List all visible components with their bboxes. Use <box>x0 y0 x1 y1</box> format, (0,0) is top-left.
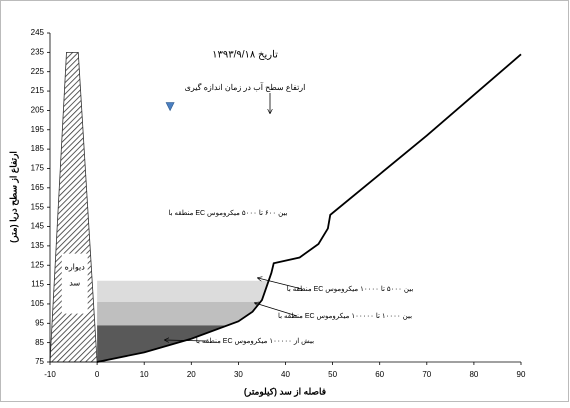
x-tick-label: 50 <box>328 370 337 379</box>
y-tick-label: 175 <box>31 164 45 173</box>
x-tick-label: 90 <box>517 370 526 379</box>
y-tick-label: 185 <box>31 144 45 153</box>
y-tick-label: 75 <box>35 357 44 366</box>
y-tick-label: 105 <box>31 299 45 308</box>
y-tick-label: 195 <box>31 125 45 134</box>
chart-title: تاریخ ۱۳۹۳/۹/۱۸ <box>212 50 278 61</box>
dam-label: دیواره <box>65 262 86 271</box>
y-axis-label: ارتفاع از سطح دریا (متر) <box>8 151 19 243</box>
x-tick-label: 10 <box>140 370 149 379</box>
y-tick-label: 165 <box>31 183 45 192</box>
water-label: ارتفاع سطح آب در زمان اندازه گیری <box>185 82 306 92</box>
y-tick-label: 245 <box>31 28 45 37</box>
y-tick-label: 225 <box>31 67 45 76</box>
zone-label: منطقه با EC بین ۵۰۰۰ تا ۱۰۰۰۰ میکروموس <box>287 285 414 293</box>
x-tick-label: -10 <box>44 370 56 379</box>
x-tick-label: 60 <box>375 370 384 379</box>
y-tick-label: 115 <box>31 280 44 289</box>
y-tick-label: 235 <box>31 47 45 56</box>
zone-label: منطقه با EC بین ۶۰۰ تا ۵۰۰۰ میکروموس <box>168 209 287 217</box>
y-tick-label: 145 <box>31 222 45 231</box>
x-axis-label: فاصله از سد (کیلومتر) <box>244 386 326 397</box>
x-tick-label: 20 <box>187 370 196 379</box>
zone-label: منطقه با EC بیش از ۱۰۰۰۰۰ میکروموس <box>196 337 314 345</box>
zone-label: منطقه با EC بین ۱۰۰۰۰ تا ۱۰۰۰۰۰ میکروموس <box>278 312 412 320</box>
y-tick-label: 155 <box>31 202 45 211</box>
ec-zone <box>97 281 269 302</box>
y-tick-label: 135 <box>31 241 45 250</box>
y-tick-label: 95 <box>35 318 44 327</box>
chart: تاریخ ۱۳۹۳/۹/۱۸ ارتفاع سطح آب در زمان ان… <box>0 0 570 403</box>
dam-label: سد <box>69 278 80 287</box>
x-tick-label: 80 <box>469 370 478 379</box>
x-tick-label: 40 <box>281 370 290 379</box>
y-tick-label: 205 <box>31 106 45 115</box>
y-tick-label: 215 <box>31 86 45 95</box>
y-tick-label: 85 <box>35 338 44 347</box>
x-tick-label: 30 <box>234 370 243 379</box>
x-tick-label: 70 <box>422 370 431 379</box>
y-tick-label: 125 <box>31 260 45 269</box>
x-tick-label: 0 <box>95 370 100 379</box>
